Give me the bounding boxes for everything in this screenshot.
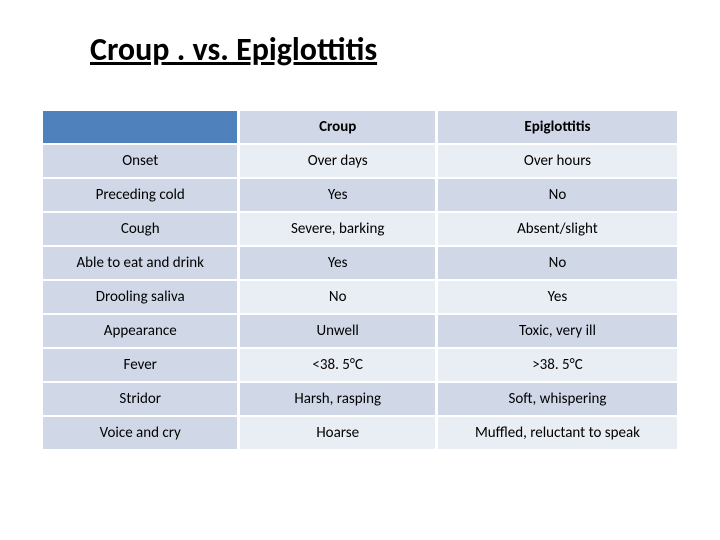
row-label: Able to eat and drink bbox=[42, 246, 239, 280]
table-row: Voice and cry Hoarse Muffled, reluctant … bbox=[42, 416, 679, 450]
row-label: Preceding cold bbox=[42, 178, 239, 212]
row-label: Stridor bbox=[42, 382, 239, 416]
cell-croup: Yes bbox=[239, 246, 436, 280]
cell-epiglottitis: Over hours bbox=[436, 144, 678, 178]
cell-croup: Severe, barking bbox=[239, 212, 436, 246]
comparison-table: Croup Epiglottitis Onset Over days Over … bbox=[40, 109, 680, 451]
cell-epiglottitis: >38. 5°C bbox=[436, 348, 678, 382]
table-row: Onset Over days Over hours bbox=[42, 144, 679, 178]
table-row: Fever <38. 5°C >38. 5°C bbox=[42, 348, 679, 382]
cell-croup: Harsh, rasping bbox=[239, 382, 436, 416]
cell-croup: Unwell bbox=[239, 314, 436, 348]
header-epiglottitis: Epiglottitis bbox=[436, 110, 678, 144]
page-title: Croup . vs. Epiglottitis bbox=[90, 30, 680, 69]
table-row: Able to eat and drink Yes No bbox=[42, 246, 679, 280]
row-label: Voice and cry bbox=[42, 416, 239, 450]
cell-epiglottitis: No bbox=[436, 178, 678, 212]
table-row: Cough Severe, barking Absent/slight bbox=[42, 212, 679, 246]
table-header-row: Croup Epiglottitis bbox=[42, 110, 679, 144]
row-label: Cough bbox=[42, 212, 239, 246]
cell-croup: No bbox=[239, 280, 436, 314]
cell-croup: Yes bbox=[239, 178, 436, 212]
table-row: Appearance Unwell Toxic, very ill bbox=[42, 314, 679, 348]
cell-epiglottitis: Yes bbox=[436, 280, 678, 314]
cell-epiglottitis: No bbox=[436, 246, 678, 280]
cell-epiglottitis: Soft, whispering bbox=[436, 382, 678, 416]
table-row: Stridor Harsh, rasping Soft, whispering bbox=[42, 382, 679, 416]
table-row: Preceding cold Yes No bbox=[42, 178, 679, 212]
header-blank bbox=[42, 110, 239, 144]
row-label: Fever bbox=[42, 348, 239, 382]
row-label: Drooling saliva bbox=[42, 280, 239, 314]
cell-croup: <38. 5°C bbox=[239, 348, 436, 382]
cell-croup: Hoarse bbox=[239, 416, 436, 450]
cell-croup: Over days bbox=[239, 144, 436, 178]
row-label: Onset bbox=[42, 144, 239, 178]
row-label: Appearance bbox=[42, 314, 239, 348]
table-row: Drooling saliva No Yes bbox=[42, 280, 679, 314]
cell-epiglottitis: Absent/slight bbox=[436, 212, 678, 246]
header-croup: Croup bbox=[239, 110, 436, 144]
cell-epiglottitis: Toxic, very ill bbox=[436, 314, 678, 348]
cell-epiglottitis: Muffled, reluctant to speak bbox=[436, 416, 678, 450]
